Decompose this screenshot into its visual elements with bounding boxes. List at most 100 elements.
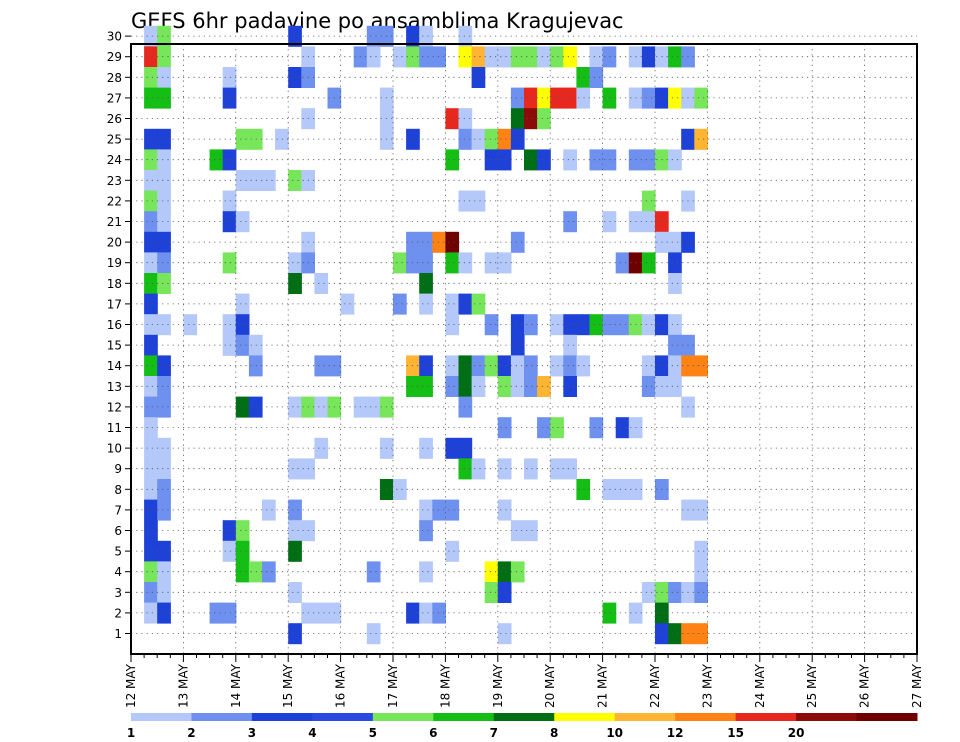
heatmap-cell: [458, 128, 473, 150]
heatmap-cell: [497, 582, 512, 603]
heatmap-cell: [262, 170, 276, 191]
heatmap-cell: [432, 499, 446, 521]
heatmap-cell: [144, 396, 158, 418]
heatmap-cell: [157, 396, 171, 418]
heatmap-cell: [157, 499, 171, 521]
heatmap-cell: [445, 540, 460, 562]
y-tick-label: 20: [107, 236, 122, 250]
heatmap-cell: [497, 149, 512, 171]
heatmap-cell: [445, 437, 460, 459]
heatmap-cell: [144, 376, 158, 397]
legend-swatch: [433, 713, 495, 721]
heatmap-cell: [615, 314, 630, 336]
y-tick-label: 8: [114, 483, 122, 497]
x-tick-label: 16 MAY: [334, 663, 348, 708]
heatmap-cell: [484, 128, 499, 150]
heatmap-cell: [641, 87, 656, 109]
heatmap-cell: [445, 293, 460, 315]
heatmap-cell: [589, 67, 604, 88]
heatmap-cell: [497, 355, 512, 377]
heatmap-cell: [615, 479, 630, 500]
heatmap-cell: [144, 231, 158, 253]
heatmap-cell: [157, 561, 171, 583]
heatmap-cell: [668, 231, 682, 253]
x-tick-label: 24 MAY: [753, 663, 767, 708]
heatmap-cell: [458, 376, 473, 397]
heatmap-cell: [222, 520, 237, 542]
heatmap-cell: [563, 334, 577, 356]
heatmap-cell: [222, 334, 237, 356]
heatmap-cell: [144, 520, 158, 542]
y-tick-label: 13: [107, 380, 122, 394]
heatmap-cell: [668, 252, 682, 274]
y-tick-label: 17: [107, 297, 122, 311]
heatmap-cells: [144, 25, 708, 645]
x-tick-label: 17 MAY: [386, 663, 400, 708]
y-tick-label: 21: [107, 215, 122, 229]
heatmap-cell: [432, 231, 446, 253]
y-tick-label: 28: [107, 71, 122, 85]
heatmap-cell: [510, 314, 525, 336]
heatmap-cell: [235, 314, 250, 336]
y-tick-label: 16: [107, 318, 122, 332]
heatmap-cell: [497, 417, 512, 439]
heatmap-cell: [471, 355, 486, 377]
heatmap-cell: [157, 211, 171, 233]
heatmap-cell: [458, 437, 473, 459]
y-tick-label: 12: [107, 400, 122, 414]
heatmap-cell: [694, 582, 708, 603]
heatmap-cell: [144, 437, 158, 459]
y-tick-label: 29: [107, 50, 122, 64]
heatmap-cell: [144, 479, 158, 500]
x-tick-label: 23 MAY: [700, 663, 714, 708]
heatmap-cell: [524, 376, 538, 397]
heatmap-cell: [550, 46, 564, 68]
heatmap-cell: [144, 602, 158, 624]
heatmap-cell: [668, 623, 682, 645]
heatmap-cell: [563, 149, 577, 171]
heatmap-cell: [157, 458, 171, 480]
heatmap-cell: [484, 561, 499, 583]
heatmap-cell: [445, 355, 460, 377]
heatmap-cell: [235, 293, 250, 315]
heatmap-cell: [484, 355, 499, 377]
heatmap-cell: [563, 87, 577, 109]
heatmap-cell: [445, 376, 460, 397]
heatmap-cell: [458, 396, 473, 418]
heatmap-cell: [262, 499, 276, 521]
heatmap-cell: [366, 623, 381, 645]
y-tick-label: 6: [114, 524, 122, 538]
heatmap-cell: [641, 355, 656, 377]
heatmap-cell: [589, 314, 604, 336]
heatmap-cell: [641, 582, 656, 603]
y-tick-label: 27: [107, 91, 122, 105]
heatmap-cell: [419, 437, 433, 459]
heatmap-cell: [576, 355, 591, 377]
heatmap-cell: [445, 149, 460, 171]
heatmap-cell: [445, 252, 460, 274]
heatmap-cell: [144, 46, 158, 68]
heatmap-cell: [694, 355, 708, 377]
heatmap-cell: [144, 355, 158, 377]
heatmap-cell: [458, 458, 473, 480]
heatmap-cell: [458, 355, 473, 377]
heatmap-cell: [537, 46, 551, 68]
heatmap-cell: [563, 458, 577, 480]
heatmap-cell: [157, 479, 171, 500]
heatmap-cell: [314, 602, 329, 624]
legend-swatch: [675, 713, 737, 721]
heatmap-cell: [550, 87, 564, 109]
heatmap-cell: [510, 334, 525, 356]
legend-label: 15: [727, 726, 744, 740]
heatmap-cell: [157, 582, 171, 603]
heatmap-cell: [144, 211, 158, 233]
heatmap-cell: [550, 314, 564, 336]
heatmap-cell: [458, 190, 473, 212]
heatmap-cell: [550, 417, 564, 439]
heatmap-cell: [144, 582, 158, 603]
heatmap-cell: [641, 190, 656, 212]
legend-label: 12: [667, 726, 684, 740]
heatmap-cell: [288, 499, 302, 521]
x-tick-label: 12 MAY: [124, 663, 138, 708]
heatmap-cell: [157, 149, 171, 171]
